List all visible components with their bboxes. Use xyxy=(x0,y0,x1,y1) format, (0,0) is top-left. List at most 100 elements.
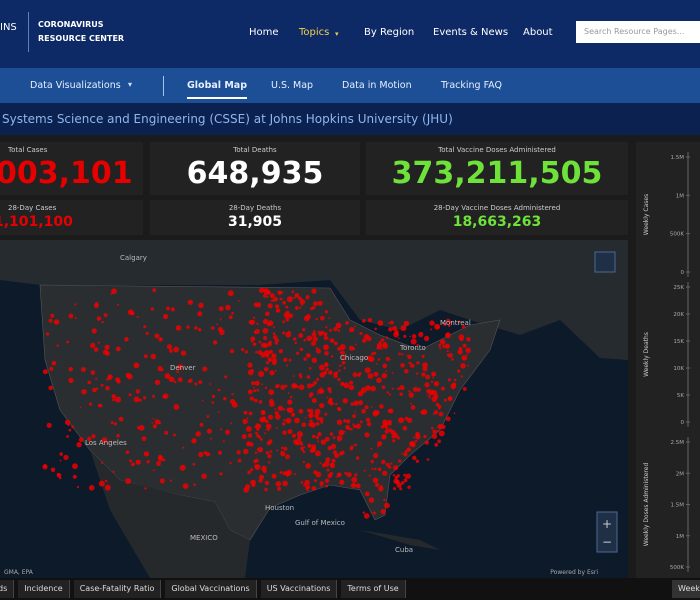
zoom-in[interactable]: + xyxy=(602,517,612,531)
dot xyxy=(355,483,361,489)
dot xyxy=(305,295,310,300)
map-button[interactable] xyxy=(594,251,616,273)
dot xyxy=(284,384,288,388)
dot xyxy=(277,486,282,491)
dot xyxy=(74,303,77,306)
subnav-link[interactable]: Global Map xyxy=(187,80,248,99)
dot xyxy=(265,451,270,455)
zoom-out[interactable]: − xyxy=(602,535,612,549)
dot xyxy=(282,320,285,324)
dot xyxy=(64,419,71,425)
nav-link[interactable]: By Region xyxy=(364,27,415,38)
dot xyxy=(421,409,428,415)
dot xyxy=(330,355,334,358)
footer-tab[interactable]: ds xyxy=(0,580,15,598)
map-label: Montreal xyxy=(440,319,471,327)
map-label: Toronto xyxy=(399,344,426,352)
dot xyxy=(106,378,109,381)
dot xyxy=(401,353,404,356)
dot xyxy=(391,372,394,374)
dot xyxy=(319,372,326,378)
dot xyxy=(164,430,169,435)
dot xyxy=(275,427,278,429)
footer-tab[interactable]: Weekly xyxy=(672,580,700,598)
dot xyxy=(343,419,347,423)
dot xyxy=(426,458,430,461)
dot xyxy=(401,452,404,455)
nav-link[interactable]: Home xyxy=(249,27,279,38)
dot xyxy=(460,363,466,369)
dot xyxy=(152,469,155,472)
dot xyxy=(364,405,369,410)
dot xyxy=(337,407,341,411)
subnav-link[interactable]: Data in Motion xyxy=(342,80,412,91)
dot xyxy=(380,338,385,342)
dot xyxy=(76,442,82,448)
dot xyxy=(166,306,170,311)
dot xyxy=(388,465,392,469)
dot xyxy=(374,327,377,331)
dot xyxy=(378,486,384,492)
dot xyxy=(250,336,256,342)
dot xyxy=(133,396,140,403)
dot xyxy=(145,331,149,336)
nav-link[interactable]: Events & News xyxy=(433,27,509,38)
dot xyxy=(76,485,80,489)
dot xyxy=(331,458,336,463)
dot xyxy=(262,318,269,325)
dot xyxy=(68,428,72,432)
dot xyxy=(409,335,411,338)
dot xyxy=(45,332,50,336)
dot xyxy=(357,391,364,397)
nav-link[interactable]: About xyxy=(523,27,553,38)
footer-tab[interactable]: US Vaccinations xyxy=(260,580,338,598)
dot xyxy=(219,318,222,321)
dot xyxy=(274,338,279,343)
footer-tab[interactable]: Terms of Use xyxy=(341,580,406,598)
dot xyxy=(316,377,319,381)
dot xyxy=(386,391,389,394)
dot xyxy=(424,440,429,445)
dot xyxy=(437,404,442,409)
footer-tab[interactable]: Incidence xyxy=(18,580,70,598)
dot xyxy=(423,434,427,439)
dot xyxy=(282,300,286,305)
dot xyxy=(312,434,316,439)
dot xyxy=(248,426,251,429)
dot xyxy=(311,341,316,346)
subnav-link[interactable]: U.S. Map xyxy=(271,80,314,91)
dot xyxy=(364,432,370,438)
dot xyxy=(370,447,373,450)
dot xyxy=(50,467,56,473)
dot xyxy=(278,349,283,354)
dot xyxy=(338,429,345,436)
dot xyxy=(465,347,471,353)
dot xyxy=(193,483,196,486)
dot xyxy=(416,344,419,347)
dot xyxy=(311,398,317,403)
dot xyxy=(324,351,329,356)
stat-panel: Total Cases 003,101 xyxy=(0,142,143,195)
dot xyxy=(360,387,367,393)
dot xyxy=(411,334,417,339)
dot xyxy=(256,388,260,392)
dot xyxy=(338,369,341,372)
subnav-link[interactable]: Tracking FAQ xyxy=(441,80,502,91)
zoom-controls[interactable] xyxy=(596,511,618,553)
dropdown[interactable]: Data Visualizations xyxy=(30,80,121,91)
dot xyxy=(111,288,117,295)
dot xyxy=(188,378,193,383)
dot xyxy=(328,370,333,375)
dot xyxy=(68,367,74,372)
footer-tab[interactable]: Global Vaccinations xyxy=(165,580,257,598)
dot xyxy=(138,425,145,431)
dot xyxy=(354,443,357,447)
dot xyxy=(363,469,366,472)
search-box[interactable]: Search Resource Pages... xyxy=(576,21,700,43)
dot xyxy=(169,349,173,353)
nav-link[interactable]: Topics xyxy=(299,27,330,38)
dot xyxy=(348,384,355,391)
dot xyxy=(300,481,304,484)
dot xyxy=(385,426,389,430)
footer-tab[interactable]: Case-Fatality Ratio xyxy=(73,580,162,598)
